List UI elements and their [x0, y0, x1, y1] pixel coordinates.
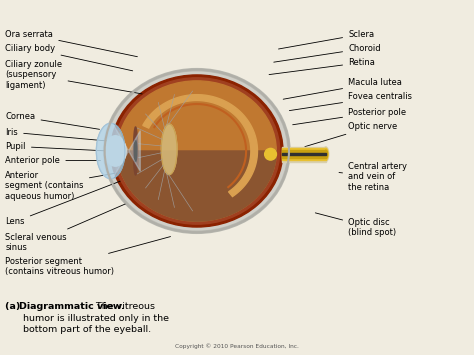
- Text: The vitreous: The vitreous: [93, 302, 155, 311]
- Text: Retina: Retina: [269, 58, 375, 75]
- Ellipse shape: [96, 123, 125, 179]
- Polygon shape: [282, 148, 326, 160]
- Text: Ciliary zonule
(suspensory
ligament): Ciliary zonule (suspensory ligament): [5, 60, 142, 94]
- Text: Optic disc
(blind spot): Optic disc (blind spot): [315, 213, 396, 237]
- Ellipse shape: [105, 70, 289, 232]
- Ellipse shape: [324, 150, 328, 158]
- Text: Ora serrata: Ora serrata: [5, 30, 137, 57]
- Ellipse shape: [264, 148, 276, 160]
- Ellipse shape: [114, 78, 280, 224]
- Ellipse shape: [105, 136, 126, 166]
- Text: Scleral venous
sinus: Scleral venous sinus: [5, 203, 127, 252]
- Text: Sclera: Sclera: [279, 30, 374, 49]
- Text: Anterior
segment (contains
aqueous humor): Anterior segment (contains aqueous humor…: [5, 171, 118, 201]
- Text: Lens: Lens: [5, 173, 141, 226]
- Text: bottom part of the eyeball.: bottom part of the eyeball.: [23, 325, 152, 334]
- Text: Macula lutea: Macula lutea: [283, 78, 402, 99]
- Ellipse shape: [323, 147, 329, 162]
- Text: Ciliary body: Ciliary body: [5, 44, 133, 71]
- Text: Iris: Iris: [5, 128, 125, 143]
- Text: Fovea centralis: Fovea centralis: [289, 92, 412, 111]
- Text: humor is illustrated only in the: humor is illustrated only in the: [23, 313, 169, 323]
- Ellipse shape: [134, 141, 137, 162]
- Polygon shape: [118, 151, 276, 221]
- Text: Diagrammatic view.: Diagrammatic view.: [18, 302, 124, 311]
- Polygon shape: [282, 153, 326, 155]
- Ellipse shape: [324, 148, 328, 160]
- Polygon shape: [282, 147, 326, 162]
- Text: (a): (a): [5, 302, 24, 311]
- Text: Cornea: Cornea: [5, 112, 100, 129]
- Ellipse shape: [110, 75, 283, 227]
- Ellipse shape: [134, 127, 137, 175]
- Text: Optic nerve: Optic nerve: [305, 122, 397, 147]
- Polygon shape: [143, 95, 257, 197]
- Polygon shape: [96, 123, 140, 179]
- Text: Central artery
and vein of
the retina: Central artery and vein of the retina: [339, 162, 407, 192]
- Ellipse shape: [161, 124, 177, 175]
- Text: Posterior pole: Posterior pole: [292, 108, 406, 125]
- Text: Posterior segment
(contains vitreous humor): Posterior segment (contains vitreous hum…: [5, 236, 171, 276]
- Text: Choroid: Choroid: [274, 44, 381, 62]
- Polygon shape: [282, 150, 326, 158]
- Text: Copyright © 2010 Pearson Education, Inc.: Copyright © 2010 Pearson Education, Inc.: [175, 343, 299, 349]
- Text: Pupil: Pupil: [5, 142, 120, 152]
- Ellipse shape: [118, 81, 276, 221]
- Text: Anterior pole: Anterior pole: [5, 156, 100, 165]
